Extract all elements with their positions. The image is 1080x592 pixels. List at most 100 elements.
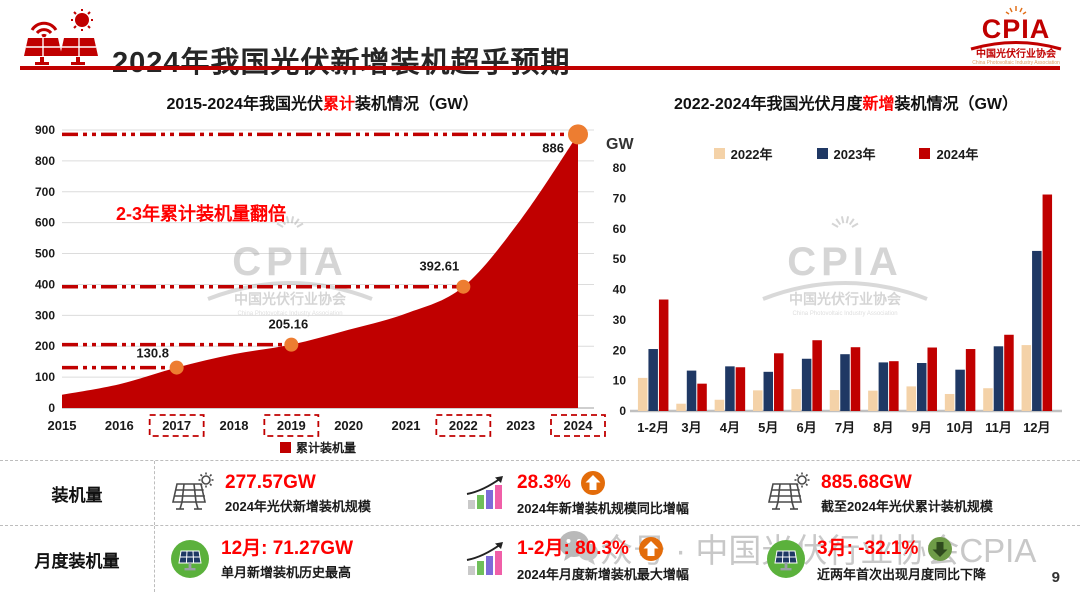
- svg-text:400: 400: [35, 277, 55, 291]
- monthly-bar-chart: 0 10 20 30 40 50 60 70 80 CPIA 中国光伏行业协会 China Photo…: [613, 161, 1062, 435]
- stat-value: 3月: -32.1%: [817, 537, 919, 559]
- svg-text:12月: 12月: [1023, 420, 1050, 435]
- svg-text:1-2月: 1-2月: [637, 420, 669, 435]
- legend-swatch-2024: [919, 148, 931, 159]
- svg-text:2-3年累计装机量翻倍: 2-3年累计装机量翻倍: [116, 203, 286, 224]
- svg-text:6月: 6月: [797, 420, 817, 435]
- stat-cell: 277.57GW 2024年光伏新增装机规模: [155, 461, 451, 525]
- stat-cell: 1-2月: 80.3% 2024年月度新增装机最大增幅: [451, 526, 751, 592]
- solar-farm-logo-icon: [24, 9, 98, 65]
- svg-text:8月: 8月: [873, 420, 893, 435]
- stat-value: 885.68GW: [821, 471, 912, 493]
- solar-panel-icon: [768, 472, 810, 510]
- right-chart-title: 2022-2024年我国光伏月度新增装机情况（GW）: [673, 96, 1019, 113]
- svg-text:20: 20: [613, 343, 627, 357]
- svg-text:2023: 2023: [506, 418, 535, 433]
- stat-cell: 885.68GW 截至2024年光伏累计装机规模: [751, 461, 1076, 525]
- legend-label: 2023年: [833, 147, 876, 162]
- svg-text:China Photovoltaic Industry As: China Photovoltaic Industry Association: [237, 311, 342, 317]
- watermark-text: 众号 · 中国光伏行业协会CPIA: [600, 532, 1037, 569]
- stat-cell: 28.3% 2024年新增装机规模同比增幅: [451, 461, 751, 525]
- svg-text:30: 30: [613, 313, 627, 327]
- svg-text:4月: 4月: [720, 420, 740, 435]
- up-arrow-badge-icon: [580, 470, 605, 495]
- page-number: 9: [1051, 569, 1060, 586]
- svg-text:300: 300: [35, 308, 55, 322]
- svg-text:80: 80: [613, 161, 627, 175]
- up-arrow-badge-icon: [638, 536, 663, 561]
- svg-text:2024: 2024: [564, 418, 594, 433]
- legend-item: 2022年: [713, 144, 773, 163]
- svg-text:7月: 7月: [835, 420, 855, 435]
- svg-text:2019: 2019: [277, 418, 306, 433]
- wechat-icon: [559, 531, 598, 565]
- stat-value: 28.3%: [517, 471, 571, 493]
- svg-text:累计装机量: 累计装机量: [296, 440, 356, 455]
- svg-text:CPIA: CPIA: [787, 240, 903, 284]
- cumulative-chart-section: 2015-2024年我国光伏累计装机情况（GW） 0 100 200 300 400 50…: [30, 90, 615, 455]
- stat-caption: 2024年新增装机规模同比增幅: [517, 500, 689, 516]
- svg-text:China Photovoltaic Industry As: China Photovoltaic Industry Association: [972, 60, 1060, 66]
- stats-row-installed: 装机量: [0, 460, 1080, 526]
- row-label: 月度装机量: [0, 526, 155, 592]
- svg-text:0: 0: [619, 404, 626, 418]
- bar-chart-legend: 2022年 2023年 2024年: [612, 144, 1080, 163]
- legend-item: 2024年: [919, 144, 978, 163]
- svg-text:2016: 2016: [105, 418, 134, 433]
- svg-text:392.61: 392.61: [419, 259, 459, 274]
- solar-panel-icon: [172, 472, 214, 510]
- stat-cell: 3月: -32.1% 近两年首次出现月度同比下降: [751, 526, 1076, 592]
- y-axis-unit-label: GW: [606, 136, 634, 153]
- svg-text:500: 500: [35, 247, 55, 261]
- svg-text:886: 886: [542, 140, 564, 155]
- svg-text:2018: 2018: [220, 418, 249, 433]
- stat-caption: 截至2024年光伏累计装机规模: [821, 498, 993, 514]
- cumulative-area-chart: 0 100 200 300 400 500 600 700 800 900 CPIA 中国光伏行业协会…: [35, 123, 606, 455]
- svg-text:CPIA: CPIA: [232, 240, 348, 284]
- svg-text:中国光伏行业协会: 中国光伏行业协会: [789, 291, 902, 307]
- svg-text:2020: 2020: [334, 418, 363, 433]
- stat-caption: 近两年首次出现月度同比下降: [817, 566, 987, 582]
- svg-text:800: 800: [35, 154, 55, 168]
- stat-caption: 2024年光伏新增装机规模: [225, 498, 371, 514]
- stat-value: 12月: 71.27GW: [221, 537, 353, 559]
- stat-caption: 2024年月度新增装机最大增幅: [517, 566, 689, 582]
- solar-panel-green-icon: [767, 540, 805, 578]
- row-label: 装机量: [0, 461, 155, 525]
- svg-text:600: 600: [35, 216, 55, 230]
- stat-caption: 单月新增装机历史最高: [221, 564, 352, 580]
- svg-text:中国光伏行业协会: 中国光伏行业协会: [976, 47, 1056, 60]
- svg-text:China Photovoltaic Industry As: China Photovoltaic Industry Association: [792, 311, 897, 317]
- svg-text:900: 900: [35, 123, 55, 137]
- svg-text:10: 10: [613, 374, 627, 388]
- legend-item: 2023年: [816, 144, 876, 163]
- solar-panel-green-icon: [171, 540, 209, 578]
- stats-table: 装机量: [0, 460, 1080, 592]
- svg-text:50: 50: [613, 252, 627, 266]
- svg-text:200: 200: [35, 339, 55, 353]
- down-arrow-badge-icon: [928, 536, 953, 561]
- svg-text:2017: 2017: [162, 418, 191, 433]
- svg-text:3月: 3月: [681, 420, 701, 435]
- page-title: 2024年我国光伏新增装机超乎预期: [112, 47, 571, 80]
- svg-text:0: 0: [48, 401, 55, 415]
- stat-value: 277.57GW: [225, 471, 316, 493]
- svg-text:2015: 2015: [48, 418, 77, 433]
- svg-text:5月: 5月: [758, 420, 778, 435]
- stats-row-monthly: 月度装机量 12月: 71.27GW 单月新增装机历史最高: [0, 526, 1080, 592]
- svg-text:40: 40: [613, 283, 627, 297]
- svg-text:9月: 9月: [912, 420, 932, 435]
- svg-text:70: 70: [613, 191, 627, 205]
- svg-text:中国光伏行业协会: 中国光伏行业协会: [234, 291, 347, 307]
- stat-cell: 12月: 71.27GW 单月新增装机历史最高: [155, 526, 451, 592]
- svg-text:CPIA: CPIA: [982, 14, 1051, 44]
- svg-text:130.8: 130.8: [136, 346, 169, 361]
- title-underline: [20, 66, 1060, 70]
- growth-chart-icon: [466, 542, 503, 575]
- left-chart-title: 2015-2024年我国光伏累计装机情况（GW）: [166, 96, 479, 113]
- growth-chart-icon: [466, 476, 503, 509]
- legend-label: 2024年: [936, 147, 979, 162]
- svg-text:2021: 2021: [392, 418, 421, 433]
- bottom-watermark: 众号 · 中国光伏行业协会CPIA: [556, 524, 1036, 572]
- stat-value: 1-2月: 80.3%: [517, 537, 629, 559]
